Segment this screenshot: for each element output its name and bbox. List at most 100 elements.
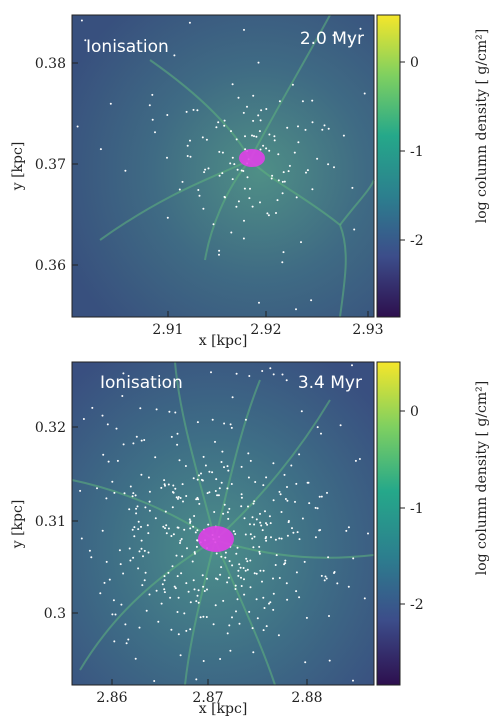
star-particle: [199, 616, 202, 619]
star-particle: [316, 157, 319, 160]
star-particle: [238, 563, 241, 566]
star-particle: [235, 138, 238, 141]
star-particle: [212, 623, 215, 626]
star-particle: [143, 439, 146, 441]
star-particle: [260, 109, 263, 112]
star-particle: [101, 414, 104, 417]
colorbar-label-top: log column density [ g/cm²]: [474, 29, 490, 224]
star-particle: [196, 421, 199, 424]
star-particle: [214, 490, 217, 492]
star-particle: [300, 241, 302, 244]
star-particle: [119, 563, 122, 566]
star-particle: [286, 126, 289, 129]
star-particle: [115, 427, 118, 430]
star-particle: [192, 108, 195, 111]
star-particle: [207, 167, 210, 170]
star-particle: [136, 505, 139, 508]
star-particle: [308, 502, 311, 505]
colorbar-ticks-bottom: 0 -1 -2: [400, 404, 424, 613]
star-particle: [165, 532, 168, 535]
star-particle: [222, 599, 225, 602]
star-particle: [290, 464, 293, 467]
star-particle: [280, 511, 283, 513]
star-particle: [197, 189, 200, 191]
star-particle: [184, 465, 187, 467]
star-particle: [80, 537, 83, 540]
y-axis-label-top: y [kpc]: [10, 142, 26, 192]
star-particle: [259, 569, 262, 572]
star-particle: [162, 525, 165, 528]
star-particle: [239, 566, 242, 569]
star-particle: [224, 551, 227, 554]
star-particle: [351, 364, 353, 367]
star-particle: [140, 439, 143, 442]
star-particle: [325, 577, 328, 580]
star-particle: [262, 596, 265, 599]
star-particle: [189, 527, 192, 530]
star-particle: [166, 114, 169, 116]
star-particle: [204, 464, 207, 467]
star-particle: [251, 205, 254, 208]
star-particle: [249, 187, 251, 190]
star-particle: [193, 551, 196, 554]
star-particle: [176, 575, 179, 578]
star-particles-top: [76, 19, 366, 311]
star-particle: [285, 582, 288, 585]
star-particle: [170, 435, 173, 438]
star-particle: [153, 680, 156, 682]
star-particle: [304, 661, 307, 664]
star-particle: [358, 458, 361, 460]
star-particle: [154, 517, 157, 520]
star-particle: [245, 557, 248, 560]
star-particle: [252, 651, 255, 654]
star-particle: [260, 524, 263, 527]
x-tick-label: 2.87: [192, 690, 223, 706]
star-particle: [345, 529, 348, 532]
star-particle: [268, 133, 271, 136]
star-particle: [231, 178, 234, 181]
star-particle: [196, 539, 199, 542]
star-particle: [258, 545, 261, 548]
star-particle: [305, 616, 308, 619]
star-particle: [181, 483, 184, 486]
star-particle: [246, 105, 248, 108]
star-particle: [206, 577, 208, 580]
star-particle: [90, 556, 93, 559]
star-particle: [295, 308, 297, 311]
star-particle: [220, 461, 223, 463]
star-particle: [163, 579, 166, 582]
star-particle: [285, 379, 288, 382]
star-particle: [144, 571, 147, 574]
star-particle: [229, 649, 232, 652]
star-particle: [129, 559, 132, 562]
star-particle: [237, 200, 240, 203]
star-particle: [324, 575, 327, 578]
panel-top: Ionisation 2.0 Myr 0.38 0.37 0.36 2.91 2.92…: [10, 14, 490, 349]
star-particle: [195, 498, 198, 501]
star-particle: [273, 139, 276, 142]
star-particle: [311, 99, 314, 102]
star-particle: [176, 432, 179, 435]
star-particle: [140, 547, 143, 550]
star-particle: [244, 135, 246, 138]
star-particle: [223, 422, 226, 425]
x-axis-label-bottom: x [kpc]: [199, 701, 248, 717]
star-particle: [123, 492, 126, 495]
star-particle: [157, 620, 160, 623]
star-particle: [194, 552, 196, 555]
star-particle: [217, 121, 220, 124]
star-particle: [281, 261, 284, 264]
star-particle: [352, 679, 354, 682]
star-particle: [293, 151, 296, 154]
star-particle: [268, 602, 270, 605]
star-particle: [261, 370, 264, 372]
star-particle: [246, 560, 249, 563]
star-particle: [220, 555, 223, 558]
star-particle: [215, 126, 218, 129]
star-particle: [270, 536, 272, 539]
star-particle: [232, 530, 235, 533]
star-particle: [294, 500, 296, 503]
y-tick-label: 0.3: [44, 606, 66, 622]
colorbar-ticks-top: 0 -1 -2: [400, 55, 424, 249]
star-particle: [218, 150, 221, 153]
